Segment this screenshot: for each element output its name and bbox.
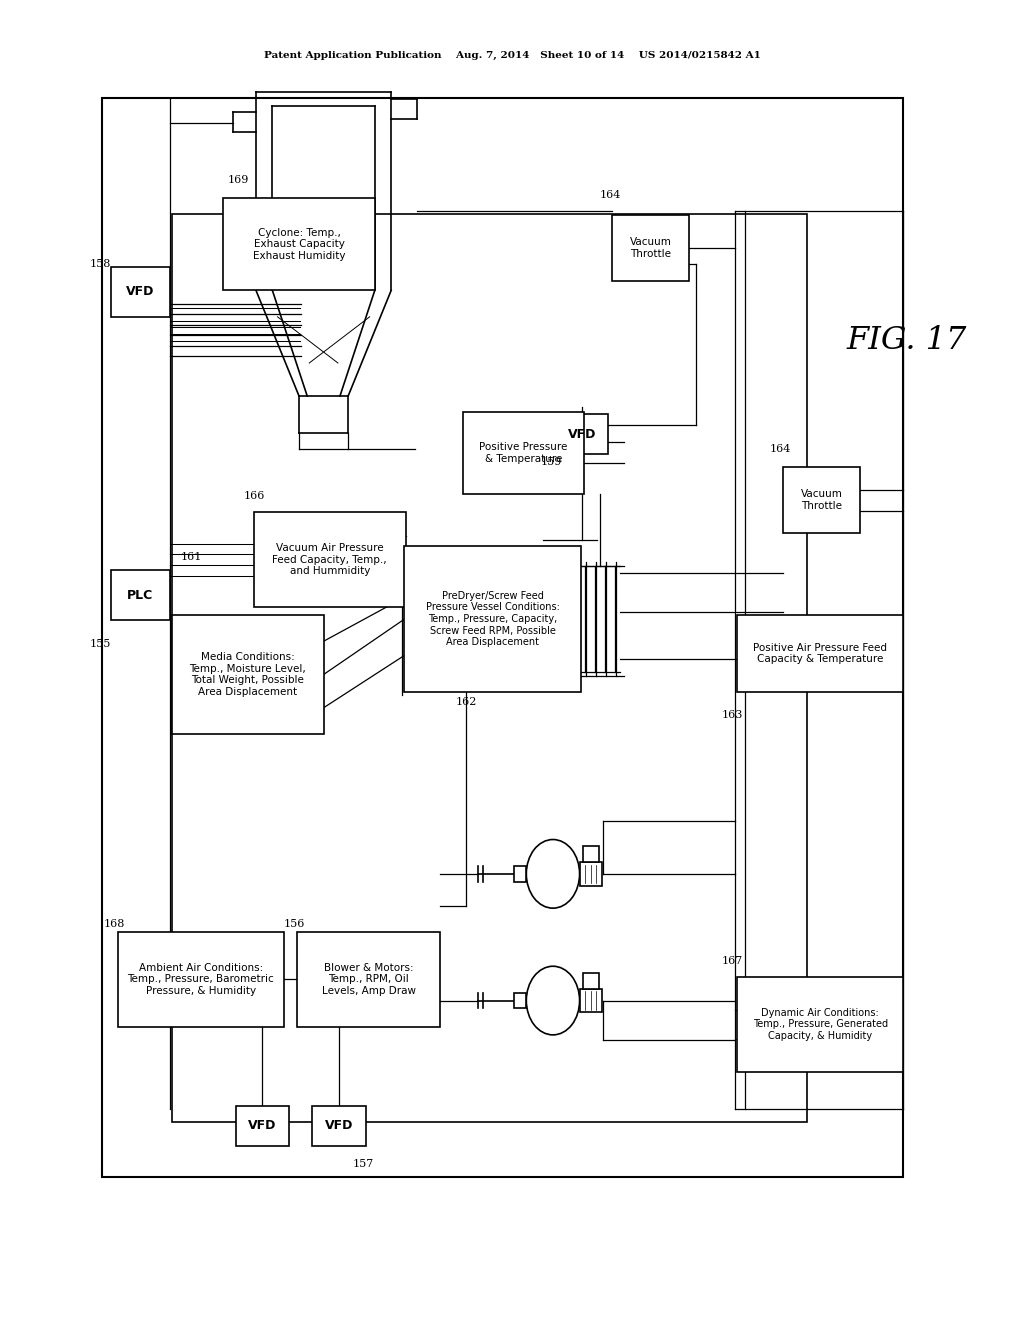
Bar	[583, 846, 599, 862]
Text: Positive Pressure
& Temperature: Positive Pressure & Temperature	[479, 442, 567, 463]
Text: 164: 164	[770, 444, 791, 454]
Text: 157: 157	[353, 1159, 374, 1170]
Text: VFD: VFD	[126, 285, 155, 298]
Text: Vacuum
Throttle: Vacuum Throttle	[801, 490, 843, 511]
Bar	[312, 1106, 366, 1146]
Text: Positive Air Pressure Feed
Capacity & Temperature: Positive Air Pressure Feed Capacity & Te…	[754, 643, 887, 664]
Text: Dynamic Air Conditions:
Temp., Pressure, Generated
Capacity, & Humidity: Dynamic Air Conditions: Temp., Pressure,…	[753, 1007, 888, 1041]
Text: PreDryer/Screw Feed
Pressure Vessel Conditions:
Temp., Pressure, Capacity,
Screw: PreDryer/Screw Feed Pressure Vessel Cond…	[426, 591, 559, 647]
Text: 166: 166	[244, 491, 264, 502]
Bar	[463, 412, 584, 494]
Bar	[737, 977, 903, 1072]
Bar	[783, 467, 860, 533]
Text: 168: 168	[104, 919, 125, 929]
Bar	[514, 866, 526, 882]
Bar	[172, 214, 807, 1122]
Text: Patent Application Publication    Aug. 7, 2014   Sheet 10 of 14    US 2014/02158: Patent Application Publication Aug. 7, 2…	[263, 51, 761, 59]
Text: 161: 161	[181, 552, 202, 562]
Bar	[612, 215, 689, 281]
Bar	[111, 570, 170, 620]
Bar	[236, 1106, 289, 1146]
Bar	[583, 973, 599, 989]
Circle shape	[526, 840, 580, 908]
Text: 164: 164	[600, 190, 621, 201]
Bar	[254, 512, 406, 607]
Bar	[118, 932, 284, 1027]
Bar	[580, 989, 602, 1012]
Bar	[172, 615, 324, 734]
Text: Vacuum Air Pressure
Feed Capacity, Temp.,
and Hummidity: Vacuum Air Pressure Feed Capacity, Temp.…	[272, 543, 387, 577]
Bar	[514, 993, 526, 1008]
Bar	[555, 414, 608, 454]
Text: FIG. 17: FIG. 17	[846, 325, 967, 356]
Text: 169: 169	[228, 174, 249, 185]
Bar	[737, 615, 903, 692]
Text: 158: 158	[90, 259, 111, 269]
Text: 163: 163	[722, 710, 742, 721]
Text: Media Conditions:
Temp., Moisture Level,
Total Weight, Possible
Area Displacemen: Media Conditions: Temp., Moisture Level,…	[189, 652, 306, 697]
Bar	[102, 98, 903, 1177]
Bar	[111, 267, 170, 317]
Text: VFD: VFD	[325, 1119, 353, 1133]
Bar	[404, 546, 581, 692]
Text: 155: 155	[90, 639, 111, 649]
Text: 159: 159	[541, 457, 561, 467]
Text: Cyclone: Temp.,
Exhaust Capacity
Exhaust Humidity: Cyclone: Temp., Exhaust Capacity Exhaust…	[253, 227, 345, 261]
Text: Ambient Air Conditions:
Temp., Pressure, Barometric
Pressure, & Humidity: Ambient Air Conditions: Temp., Pressure,…	[127, 962, 274, 997]
Text: PLC: PLC	[127, 589, 154, 602]
Text: 167: 167	[722, 956, 742, 966]
Text: VFD: VFD	[567, 428, 596, 441]
Bar	[297, 932, 440, 1027]
Text: Vacuum
Throttle: Vacuum Throttle	[630, 238, 672, 259]
Bar	[223, 198, 375, 290]
Bar	[580, 862, 602, 886]
Circle shape	[526, 966, 580, 1035]
Text: VFD: VFD	[248, 1119, 276, 1133]
Text: Blower & Motors:
Temp., RPM, Oil
Levels, Amp Draw: Blower & Motors: Temp., RPM, Oil Levels,…	[322, 962, 416, 997]
Text: 156: 156	[284, 919, 304, 929]
Text: 162: 162	[456, 697, 476, 708]
